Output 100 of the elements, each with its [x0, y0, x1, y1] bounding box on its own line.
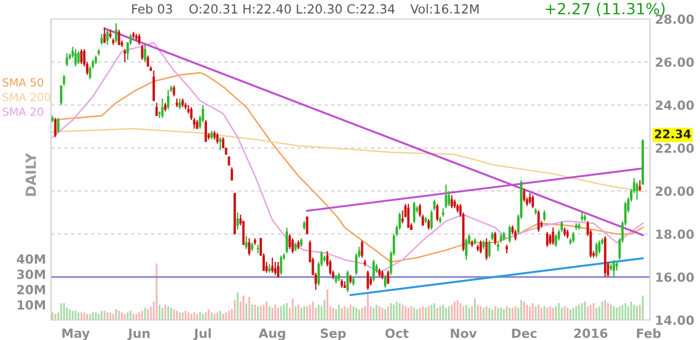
candlestick [271, 257, 274, 274]
candlestick [204, 119, 207, 142]
y-tick-label: 28.00 [656, 14, 694, 24]
x-tick-label: Nov [450, 328, 477, 338]
candlestick [152, 70, 155, 102]
x-tick-label: Aug [258, 328, 286, 340]
text: Feb 03 [132, 4, 172, 14]
x-tick-label: Dec [512, 328, 536, 338]
candlestick [522, 188, 526, 202]
candlestick [433, 198, 436, 211]
candlestick [276, 261, 280, 278]
candlestick [552, 226, 554, 246]
candlestick [401, 210, 404, 224]
y-tick-label: 20.00 [656, 186, 694, 196]
candlestick [124, 48, 126, 63]
candlestick [106, 29, 109, 46]
candlestick [178, 98, 181, 110]
candlestick [219, 136, 222, 151]
candlestick [236, 212, 239, 230]
y2-tick-label: 20M [17, 284, 45, 294]
y-tick-label: 16.00 [656, 272, 694, 282]
candlestick [62, 74, 66, 86]
candlestick [384, 274, 386, 288]
candlestick [636, 182, 638, 200]
candlestick [60, 85, 62, 106]
candlestick [66, 52, 68, 67]
candlestick [436, 203, 438, 222]
candlestick [230, 166, 234, 181]
candlestick [144, 44, 146, 63]
y-tick-label: 24.00 [656, 100, 694, 110]
y2-tick-label: 10M [18, 300, 45, 310]
text: SMA 50 [2, 78, 44, 87]
x-tick-label: May [62, 328, 90, 340]
candlestick [155, 102, 158, 116]
candlestick [248, 238, 250, 256]
candlestick [167, 89, 170, 110]
candlestick [138, 33, 140, 46]
candlestick [288, 233, 291, 250]
y-tick-label: 22.00 [656, 143, 694, 153]
candlestick [407, 203, 410, 228]
candlestick [494, 231, 496, 246]
candlestick [100, 33, 103, 46]
candlestick [448, 190, 450, 207]
candlestick [508, 224, 511, 244]
text: 22.34 [654, 129, 691, 138]
candlestick [488, 240, 491, 258]
candlestick [465, 238, 468, 260]
text: Vol:16.12M [410, 4, 479, 14]
y-tick-label: 26.00 [656, 57, 694, 67]
text: DAILY [26, 152, 36, 196]
candlestick [103, 26, 106, 44]
candlestick [480, 240, 482, 254]
candlestick [427, 218, 430, 230]
candlestick [161, 98, 164, 119]
candlestick [57, 117, 60, 134]
x-tick-label: Oct [385, 328, 409, 338]
candlestick [595, 242, 598, 258]
candlestick [528, 192, 532, 205]
candlestick [306, 216, 308, 234]
x-tick-label: Jun [127, 328, 150, 340]
text: SMA 200 [2, 92, 50, 102]
candlestick [146, 54, 150, 67]
candlestick [274, 261, 276, 276]
candlestick [554, 233, 558, 248]
x-tick-label: Jul [193, 328, 211, 340]
candlestick [286, 226, 288, 254]
text: +2.27 (11.31%) [546, 2, 665, 16]
y-tick-label: 14.00 [656, 315, 694, 325]
candlestick [280, 254, 282, 276]
y2-tick-label: 40M [16, 254, 45, 264]
candlestick [360, 240, 364, 258]
candlestick [412, 201, 416, 224]
candlestick [346, 270, 349, 293]
text: O:20.31 H:22.40 L:20.30 C:22.34 [189, 4, 395, 14]
candlestick [54, 117, 57, 138]
candlestick [140, 44, 144, 60]
y2-tick-label: 30M [17, 270, 45, 280]
candlestick [366, 270, 370, 291]
candlestick [543, 210, 546, 222]
x-tick-label: Sep [320, 328, 346, 340]
y-tick-label: 18.00 [656, 229, 694, 239]
text: SMA 20 [2, 107, 44, 116]
candlestick [114, 22, 118, 44]
candlestick [74, 48, 77, 67]
candlestick [638, 180, 642, 192]
candlestick [245, 236, 248, 250]
candlestick [546, 231, 548, 248]
candlestick [572, 231, 574, 244]
candlestick [532, 194, 534, 209]
candlestick [80, 48, 83, 65]
candlestick [537, 210, 540, 232]
x-tick-label: Feb [636, 328, 661, 338]
x-tick-label: 2016 [574, 328, 608, 338]
candlestick [386, 270, 390, 284]
candlestick [216, 132, 219, 144]
candlestick [450, 194, 453, 209]
candlestick [291, 238, 294, 254]
candlestick [372, 259, 375, 282]
candlestick [514, 229, 517, 242]
candlestick [598, 240, 601, 254]
